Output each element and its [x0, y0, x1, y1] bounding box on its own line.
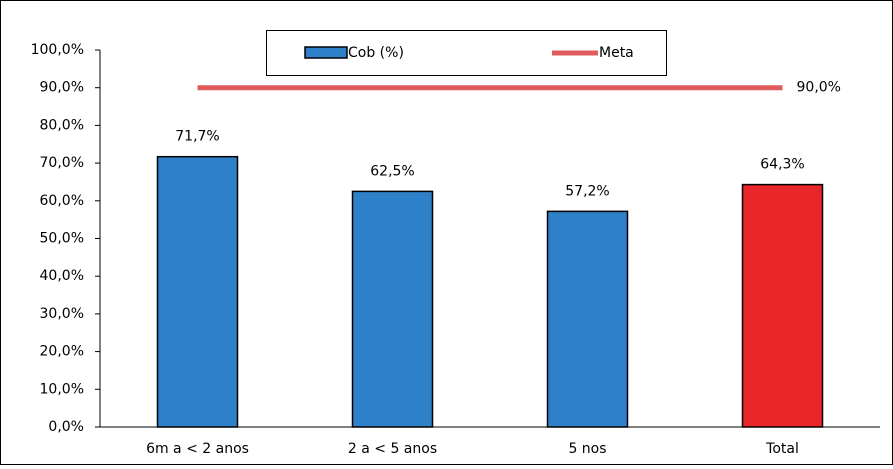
bar [156, 155, 239, 428]
bar [351, 190, 434, 428]
data-label: 71,7% [175, 129, 219, 145]
data-label: 62,5% [370, 163, 414, 179]
y-tick-label: 90,0% [40, 80, 84, 96]
y-tick-label: 0,0% [48, 419, 84, 435]
x-tick-label: 5 nos [568, 441, 606, 457]
bar [741, 183, 824, 428]
y-tick-label: 10,0% [40, 381, 84, 397]
y-tick-label: 100,0% [31, 42, 84, 58]
y-tick-label: 20,0% [40, 344, 84, 360]
y-tick-label: 60,0% [40, 193, 84, 209]
y-tick-label: 80,0% [40, 117, 84, 133]
bar [546, 210, 629, 428]
y-tick-label: 70,0% [40, 155, 84, 171]
y-tick-label: 50,0% [40, 231, 84, 247]
legend-label: Cob (%) [348, 45, 404, 61]
legend-label: Meta [599, 45, 634, 61]
x-tick-label: 6m a < 2 anos [146, 441, 249, 457]
x-tick-label: 2 a < 5 anos [348, 441, 437, 457]
data-label: 57,2% [565, 183, 609, 199]
data-label: 64,3% [760, 157, 804, 173]
legend-swatch [304, 46, 348, 59]
x-tick-label: Total [765, 441, 799, 457]
y-tick-label: 30,0% [40, 306, 84, 322]
y-tick-label: 40,0% [40, 268, 84, 284]
data-label: 90,0% [797, 80, 841, 96]
